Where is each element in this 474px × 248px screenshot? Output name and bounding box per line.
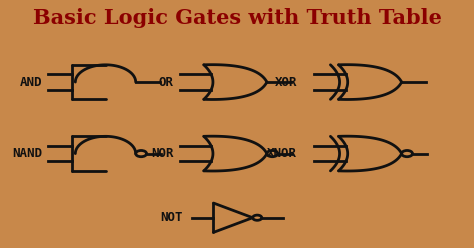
Text: AND: AND [19, 76, 42, 89]
Text: Basic Logic Gates with Truth Table: Basic Logic Gates with Truth Table [33, 8, 441, 28]
Text: XOR: XOR [274, 76, 297, 89]
Text: OR: OR [159, 76, 173, 89]
Text: NOR: NOR [151, 147, 173, 160]
Text: NAND: NAND [12, 147, 42, 160]
Text: XNOR: XNOR [267, 147, 297, 160]
Text: NOT: NOT [160, 211, 182, 224]
